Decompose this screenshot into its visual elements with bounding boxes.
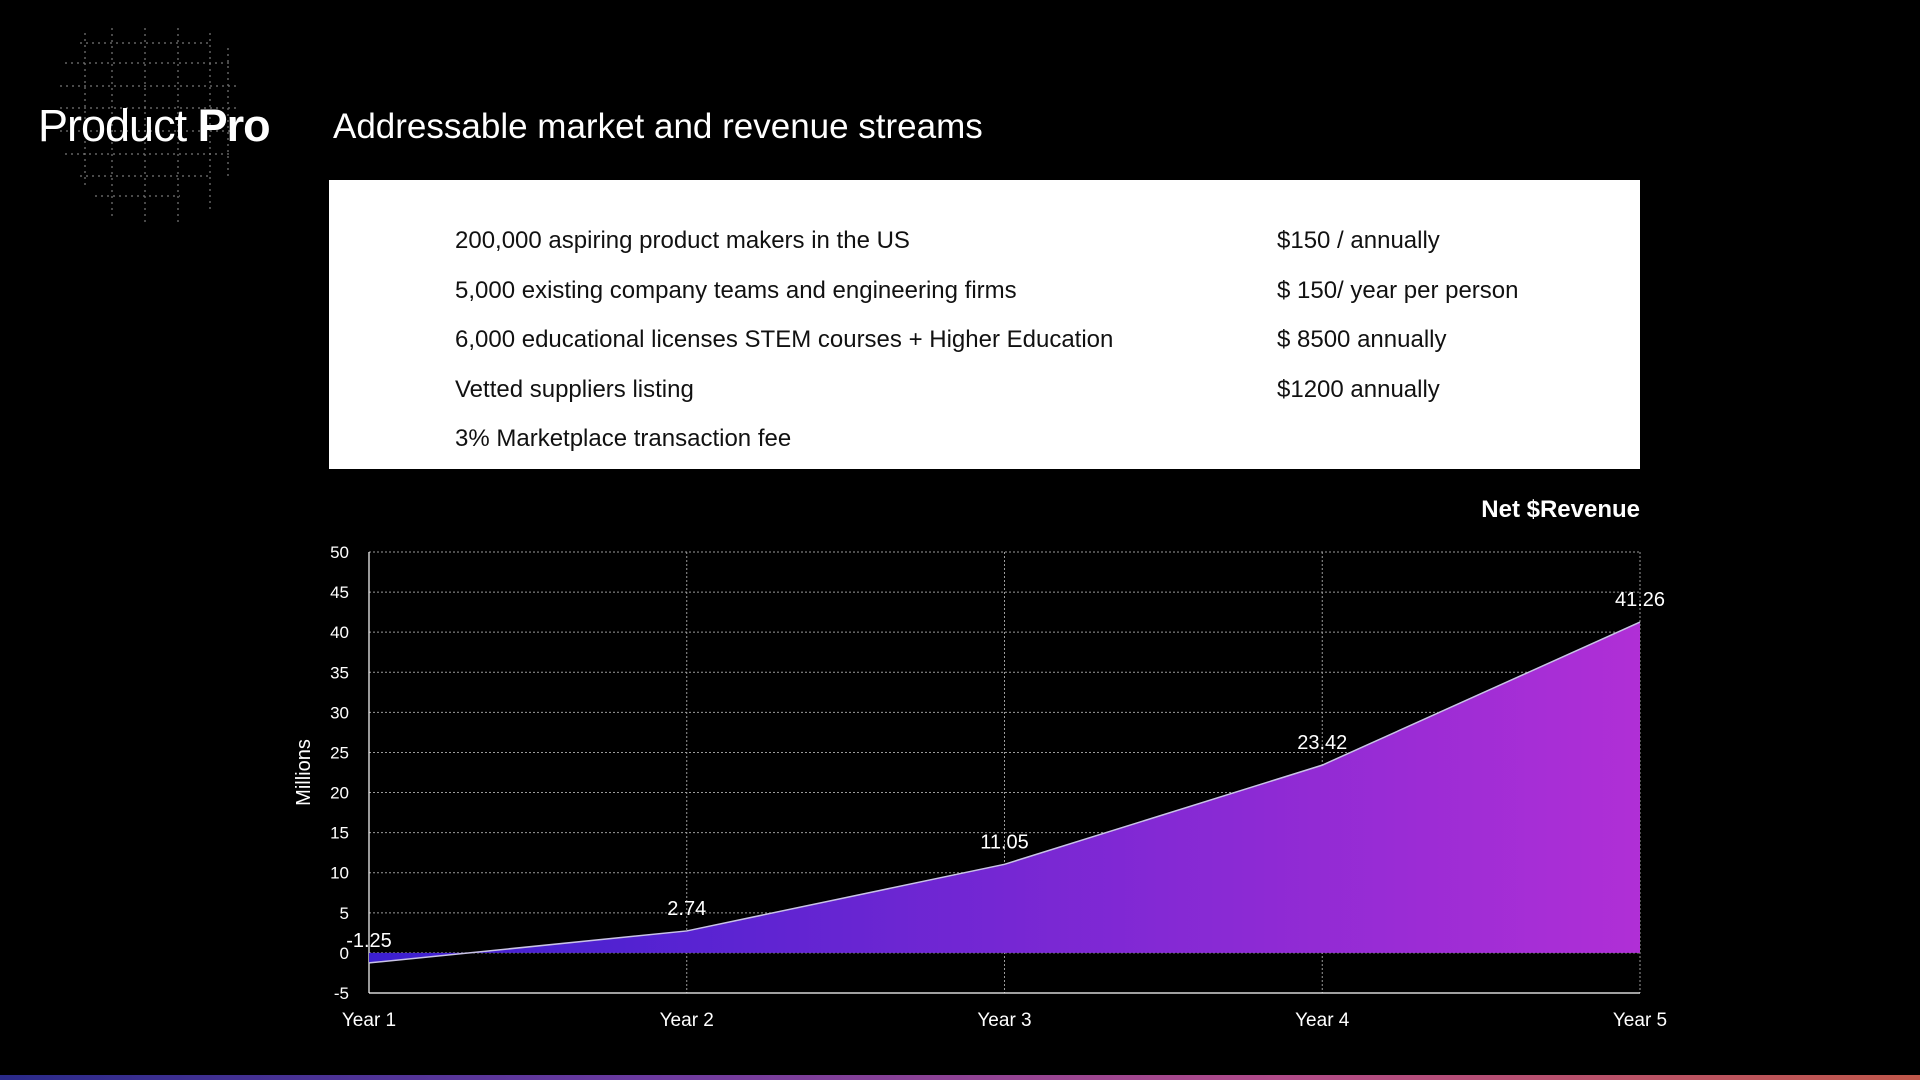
y-tick-label: 5 bbox=[340, 904, 349, 923]
y-tick-label: 30 bbox=[330, 703, 349, 722]
y-axis-label: Millions bbox=[293, 739, 315, 806]
market-price: $ 150/ year per person bbox=[1277, 276, 1519, 304]
market-segment: 5,000 existing company teams and enginee… bbox=[455, 276, 1017, 304]
x-tick-label: Year 3 bbox=[977, 1010, 1031, 1031]
brand-name-bold: Pro bbox=[197, 100, 271, 151]
y-tick-label: 15 bbox=[330, 824, 349, 843]
x-tick-label: Year 2 bbox=[660, 1010, 714, 1031]
market-table: 200,000 aspiring product makers in the U… bbox=[329, 180, 1640, 469]
market-row: Vetted suppliers listing $1200 annually bbox=[455, 372, 1605, 408]
market-price: $ 8500 annually bbox=[1277, 326, 1447, 353]
y-tick-label: 20 bbox=[330, 784, 349, 803]
revenue-area bbox=[369, 622, 1640, 963]
market-row: 6,000 educational licenses STEM courses … bbox=[455, 322, 1605, 358]
slide-title: Addressable market and revenue streams bbox=[333, 107, 983, 146]
market-segment: 200,000 aspiring product makers in the U… bbox=[455, 227, 910, 254]
market-segment: 3% Marketplace transaction fee bbox=[455, 425, 792, 452]
brand-name-regular: Product bbox=[38, 100, 187, 151]
market-row: 5,000 existing company teams and enginee… bbox=[455, 273, 1605, 309]
y-tick-label: 0 bbox=[340, 944, 349, 963]
market-row: 200,000 aspiring product makers in the U… bbox=[455, 223, 1605, 259]
y-tick-label: 25 bbox=[330, 743, 349, 762]
y-tick-label: 10 bbox=[330, 864, 349, 883]
y-tick-label: 50 bbox=[330, 543, 349, 562]
revenue-line bbox=[368, 621, 1641, 964]
data-label: 23.42 bbox=[1297, 732, 1347, 754]
y-tick-label: -5 bbox=[334, 984, 349, 1003]
data-label: 41.26 bbox=[1615, 589, 1665, 611]
market-price: $1200 annually bbox=[1277, 375, 1440, 403]
chart-title: Net $Revenue bbox=[1481, 496, 1640, 523]
y-tick-label: 35 bbox=[330, 663, 349, 682]
y-tick-label: 40 bbox=[330, 623, 349, 642]
data-label: 11.05 bbox=[980, 831, 1029, 853]
market-price: $150 / annually bbox=[1277, 227, 1440, 254]
market-segment: Vetted suppliers listing bbox=[455, 375, 694, 403]
data-label: 2.74 bbox=[667, 898, 706, 920]
logo-grid-pattern bbox=[60, 28, 240, 223]
x-tick-label: Year 5 bbox=[1613, 1010, 1667, 1031]
x-tick-label: Year 4 bbox=[1295, 1010, 1350, 1031]
market-segment: 6,000 educational licenses STEM courses … bbox=[455, 326, 1114, 353]
market-row: 3% Marketplace transaction fee bbox=[455, 421, 1605, 457]
x-tick-label: Year 1 bbox=[342, 1010, 396, 1031]
data-label: -1.25 bbox=[346, 930, 392, 952]
brand-wordmark: Product Pro bbox=[38, 100, 271, 152]
y-tick-label: 45 bbox=[330, 583, 349, 602]
bottom-accent-bar bbox=[0, 1075, 1920, 1080]
